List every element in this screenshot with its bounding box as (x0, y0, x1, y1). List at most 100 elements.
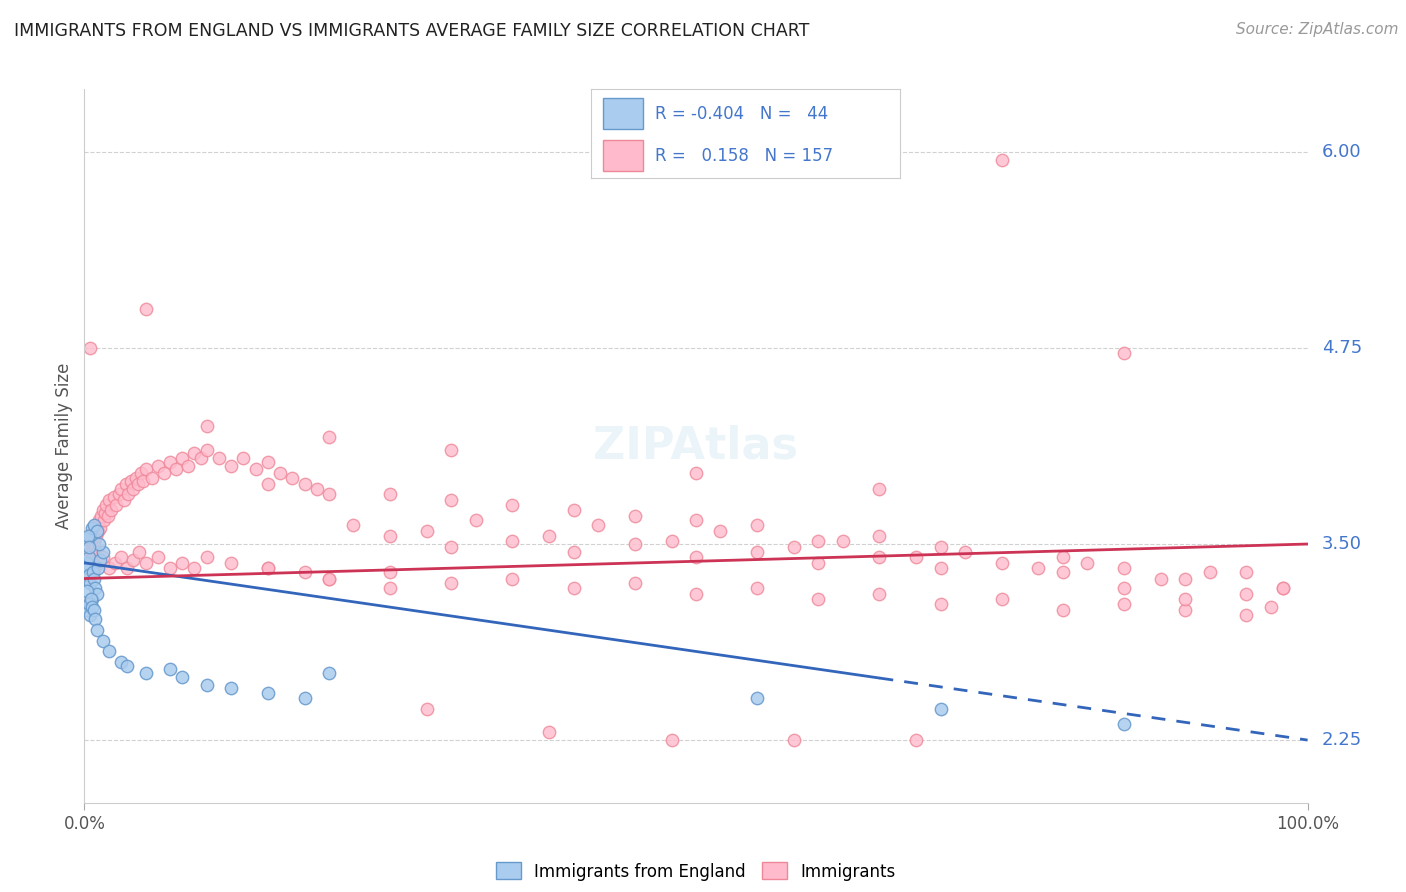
Point (562, 545, 585, 559)
Point (991, 556, 1014, 570)
Point (661, 733, 683, 747)
Point (89, 521, 111, 535)
Point (501, 498, 523, 512)
Point (75, 560, 97, 574)
Point (79, 607, 101, 622)
Point (929, 702, 952, 716)
Point (77, 560, 100, 574)
Point (115, 477, 138, 491)
Point (159, 663, 181, 677)
Point (380, 566, 402, 580)
Point (929, 597, 952, 611)
Point (1174, 591, 1197, 606)
Point (80, 591, 103, 606)
Point (991, 591, 1014, 606)
Point (807, 591, 830, 606)
Point (83, 518, 105, 533)
Point (257, 455, 280, 469)
Point (122, 482, 145, 496)
Point (709, 524, 731, 539)
Point (115, 659, 138, 673)
Point (127, 477, 149, 491)
Point (1076, 556, 1098, 570)
Text: R =   0.158   N = 157: R = 0.158 N = 157 (655, 147, 834, 165)
Point (79, 568, 101, 582)
Point (77, 568, 100, 582)
Point (79, 529, 101, 543)
Point (97, 493, 120, 508)
Point (219, 458, 242, 473)
Point (89, 552, 111, 566)
Point (82, 549, 104, 564)
Point (929, 540, 952, 554)
Point (159, 455, 181, 469)
Point (380, 581, 402, 595)
Point (86, 624, 108, 638)
Point (77, 540, 100, 554)
Point (110, 482, 132, 496)
Point (76, 566, 98, 580)
Point (783, 733, 806, 747)
Point (94, 506, 117, 520)
Point (1234, 607, 1257, 622)
Point (538, 725, 561, 739)
Point (685, 549, 707, 564)
Point (257, 560, 280, 574)
Point (79, 537, 101, 551)
Point (103, 490, 125, 504)
Point (125, 471, 148, 485)
Point (87, 524, 110, 539)
Point (135, 301, 157, 316)
Point (153, 467, 176, 481)
Point (1272, 581, 1295, 595)
Point (83, 560, 105, 574)
Bar (603, 140, 643, 171)
Point (80, 545, 103, 559)
Point (195, 419, 218, 434)
Point (257, 560, 280, 574)
Point (1150, 572, 1173, 586)
Point (416, 524, 439, 539)
Point (905, 733, 928, 747)
Text: ZIPAtlas: ZIPAtlas (593, 425, 799, 467)
Point (86, 545, 108, 559)
Point (747, 518, 769, 533)
Point (100, 502, 122, 516)
Point (77, 545, 100, 559)
Point (1114, 345, 1136, 359)
Point (869, 587, 891, 601)
Text: 3.50: 3.50 (1322, 535, 1361, 553)
Point (146, 549, 169, 564)
Point (538, 529, 561, 543)
Point (440, 442, 463, 457)
Point (869, 549, 891, 564)
Point (380, 487, 402, 501)
Text: IMMIGRANTS FROM ENGLAND VS IMMIGRANTS AVERAGE FAMILY SIZE CORRELATION CHART: IMMIGRANTS FROM ENGLAND VS IMMIGRANTS AV… (14, 22, 810, 40)
Point (624, 508, 647, 523)
Point (807, 533, 830, 548)
Point (84, 552, 107, 566)
Point (232, 450, 254, 465)
Point (624, 576, 647, 591)
Point (79, 540, 101, 554)
Point (76, 603, 98, 617)
Point (86, 524, 108, 539)
Point (84, 581, 107, 595)
Point (1052, 549, 1074, 564)
Point (112, 493, 135, 508)
Point (77, 549, 100, 564)
Point (115, 560, 138, 574)
Text: R = -0.404   N =   44: R = -0.404 N = 44 (655, 105, 828, 123)
Point (120, 475, 142, 489)
Point (190, 450, 212, 465)
Point (82, 529, 104, 543)
Point (84, 540, 107, 554)
Point (77, 529, 100, 543)
Y-axis label: Average Family Size: Average Family Size (55, 363, 73, 529)
Point (257, 686, 280, 700)
Point (79, 341, 101, 355)
Point (97, 643, 120, 657)
Point (953, 545, 976, 559)
Point (440, 576, 463, 591)
Point (1198, 566, 1220, 580)
